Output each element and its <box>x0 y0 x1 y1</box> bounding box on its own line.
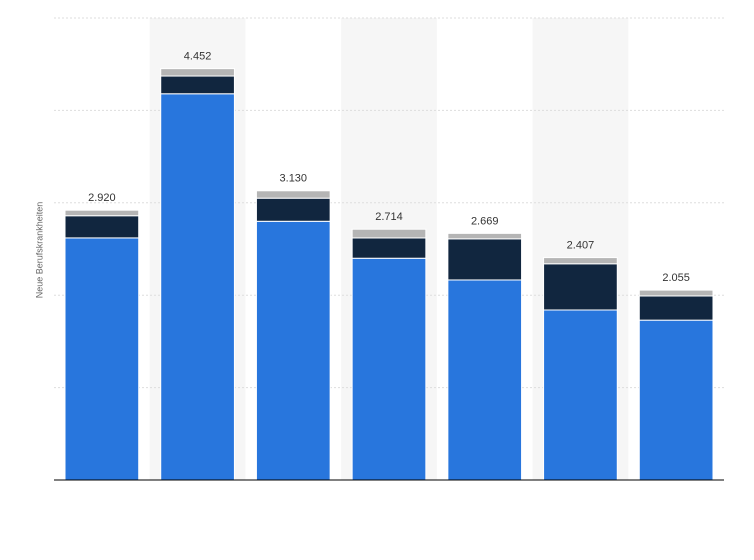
bar-segment <box>638 289 714 297</box>
total-label: 2.669 <box>471 215 499 227</box>
bar-segment <box>543 257 618 265</box>
bar-segment <box>638 319 714 481</box>
total-label: 2.920 <box>88 192 116 204</box>
bar-segment <box>64 209 140 217</box>
bar-segment <box>447 232 523 240</box>
bar-segment <box>255 190 331 199</box>
bar-segment <box>543 309 618 481</box>
total-label: 2.055 <box>662 272 690 284</box>
bar-segment <box>64 237 140 481</box>
bar-segment <box>638 295 714 321</box>
total-label: 2.714 <box>375 211 403 223</box>
bar-segment <box>351 228 427 239</box>
bar-segment <box>160 68 235 77</box>
bar-segment <box>160 93 235 481</box>
y-axis-label: Neue Berufskrankheiten <box>34 202 44 299</box>
bar-segment <box>64 215 140 239</box>
bar-segment <box>255 197 331 222</box>
bar-segment <box>447 238 523 281</box>
bar-segment <box>351 237 427 259</box>
total-label: 2.407 <box>567 239 595 251</box>
total-label: 3.130 <box>280 173 308 185</box>
bar-segment <box>255 220 331 481</box>
bar-segment <box>543 263 618 311</box>
bar-segment <box>447 279 523 481</box>
total-label: 4.452 <box>184 51 212 63</box>
bar-segment <box>160 75 235 95</box>
bar-segment <box>351 257 427 481</box>
